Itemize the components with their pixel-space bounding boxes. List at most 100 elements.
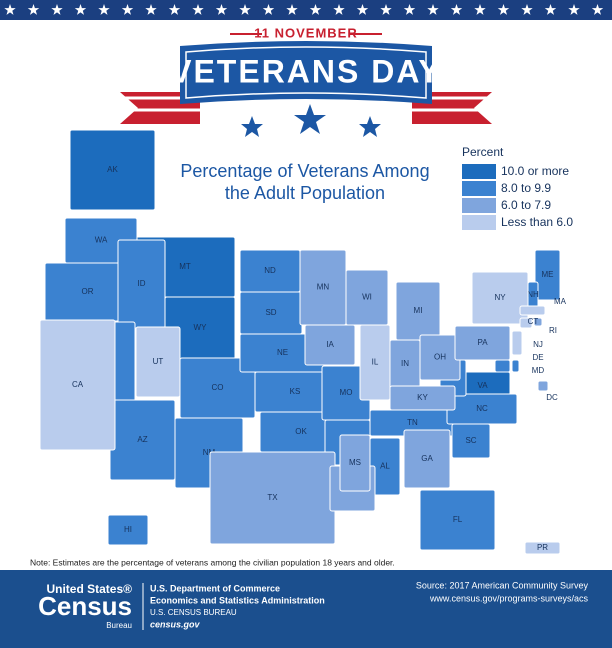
state-label: CT [528, 317, 539, 326]
state-label: ND [264, 266, 276, 275]
admin: Economics and Statistics Administration [150, 595, 325, 605]
star [403, 4, 416, 15]
star [333, 4, 345, 15]
star [497, 4, 510, 15]
legend-swatch [462, 198, 496, 213]
state-label: DC [546, 393, 558, 402]
date: 11 NOVEMBER [254, 25, 357, 40]
state-label: NE [277, 348, 288, 357]
state [339, 434, 371, 492]
star [521, 4, 533, 15]
state-label: MI [414, 306, 423, 315]
state-label: MN [317, 283, 330, 292]
state-label: ID [138, 279, 146, 288]
state-label: MT [179, 262, 191, 271]
star [98, 4, 110, 15]
state-label: VA [477, 381, 488, 390]
state-label: DE [532, 353, 543, 362]
legend-swatch [462, 181, 496, 196]
state-label: NY [494, 293, 506, 302]
legend-label: 8.0 to 9.9 [501, 181, 551, 195]
state-label: NJ [533, 340, 543, 349]
state [537, 380, 549, 392]
state-label: AK [107, 165, 118, 174]
legend-title: Percent [462, 145, 504, 159]
state [534, 249, 561, 301]
star [286, 4, 298, 15]
legend-swatch [462, 164, 496, 179]
star [27, 4, 40, 15]
state [533, 317, 543, 327]
dept: U.S. Department of Commerce [150, 583, 280, 593]
star [239, 4, 251, 15]
star [51, 4, 63, 15]
state-label: MS [349, 458, 361, 467]
star [262, 4, 275, 15]
legend-swatch [462, 215, 496, 230]
state-label: CA [72, 380, 84, 389]
source: Source: 2017 American Community Survey [416, 580, 589, 590]
banner [180, 41, 432, 104]
state-label: SC [465, 436, 476, 445]
state-label: PR [537, 543, 548, 552]
legend-label: Less than 6.0 [501, 215, 573, 229]
star [568, 4, 580, 15]
legend-label: 10.0 or more [501, 164, 569, 178]
banner-stars [241, 104, 381, 137]
star [121, 4, 134, 15]
state-label: MA [554, 297, 567, 306]
state [69, 129, 156, 211]
state-label: MD [532, 366, 545, 375]
star [215, 4, 228, 15]
logo-top: United States® [46, 582, 132, 596]
star [427, 4, 439, 15]
footer [0, 570, 612, 648]
state [471, 271, 529, 325]
state-label: WI [362, 293, 372, 302]
state [519, 317, 533, 329]
state [419, 489, 496, 551]
state-label: AZ [137, 435, 147, 444]
star [356, 4, 369, 15]
state [135, 326, 181, 398]
bureau: U.S. CENSUS BUREAU [150, 608, 237, 617]
state [304, 324, 356, 366]
state-label: RI [549, 326, 557, 335]
state-label: OR [82, 287, 94, 296]
state-label: TX [267, 493, 278, 502]
state-label: IA [326, 340, 334, 349]
state-label: CO [212, 383, 224, 392]
state [39, 319, 116, 451]
state-label: KY [417, 393, 428, 402]
state-label: TN [407, 418, 418, 427]
website: census.gov [150, 619, 201, 629]
state-label: WY [194, 323, 208, 332]
state [519, 305, 546, 316]
state [494, 359, 511, 373]
state [511, 330, 523, 356]
state-label: IN [401, 359, 409, 368]
state-label: SD [265, 308, 276, 317]
star [4, 4, 16, 15]
state-label: NC [476, 404, 488, 413]
state-label: AL [380, 462, 390, 471]
state [359, 324, 391, 401]
state-label: OH [434, 353, 446, 362]
state-label: ME [542, 270, 554, 279]
star [450, 4, 463, 15]
state-label: UT [153, 357, 164, 366]
state-label: OK [295, 427, 307, 436]
star [591, 4, 604, 15]
banner-title: VETERANS DAY [170, 53, 442, 89]
state-label: PA [477, 338, 488, 347]
state-label: KS [290, 387, 301, 396]
source-url: www.census.gov/programs-surveys/acs [429, 593, 589, 603]
state [524, 541, 561, 555]
state [454, 325, 511, 361]
state [403, 429, 451, 489]
star [145, 4, 157, 15]
state-label: WA [95, 236, 108, 245]
legend-label: 6.0 to 7.9 [501, 198, 551, 212]
star [309, 4, 322, 15]
